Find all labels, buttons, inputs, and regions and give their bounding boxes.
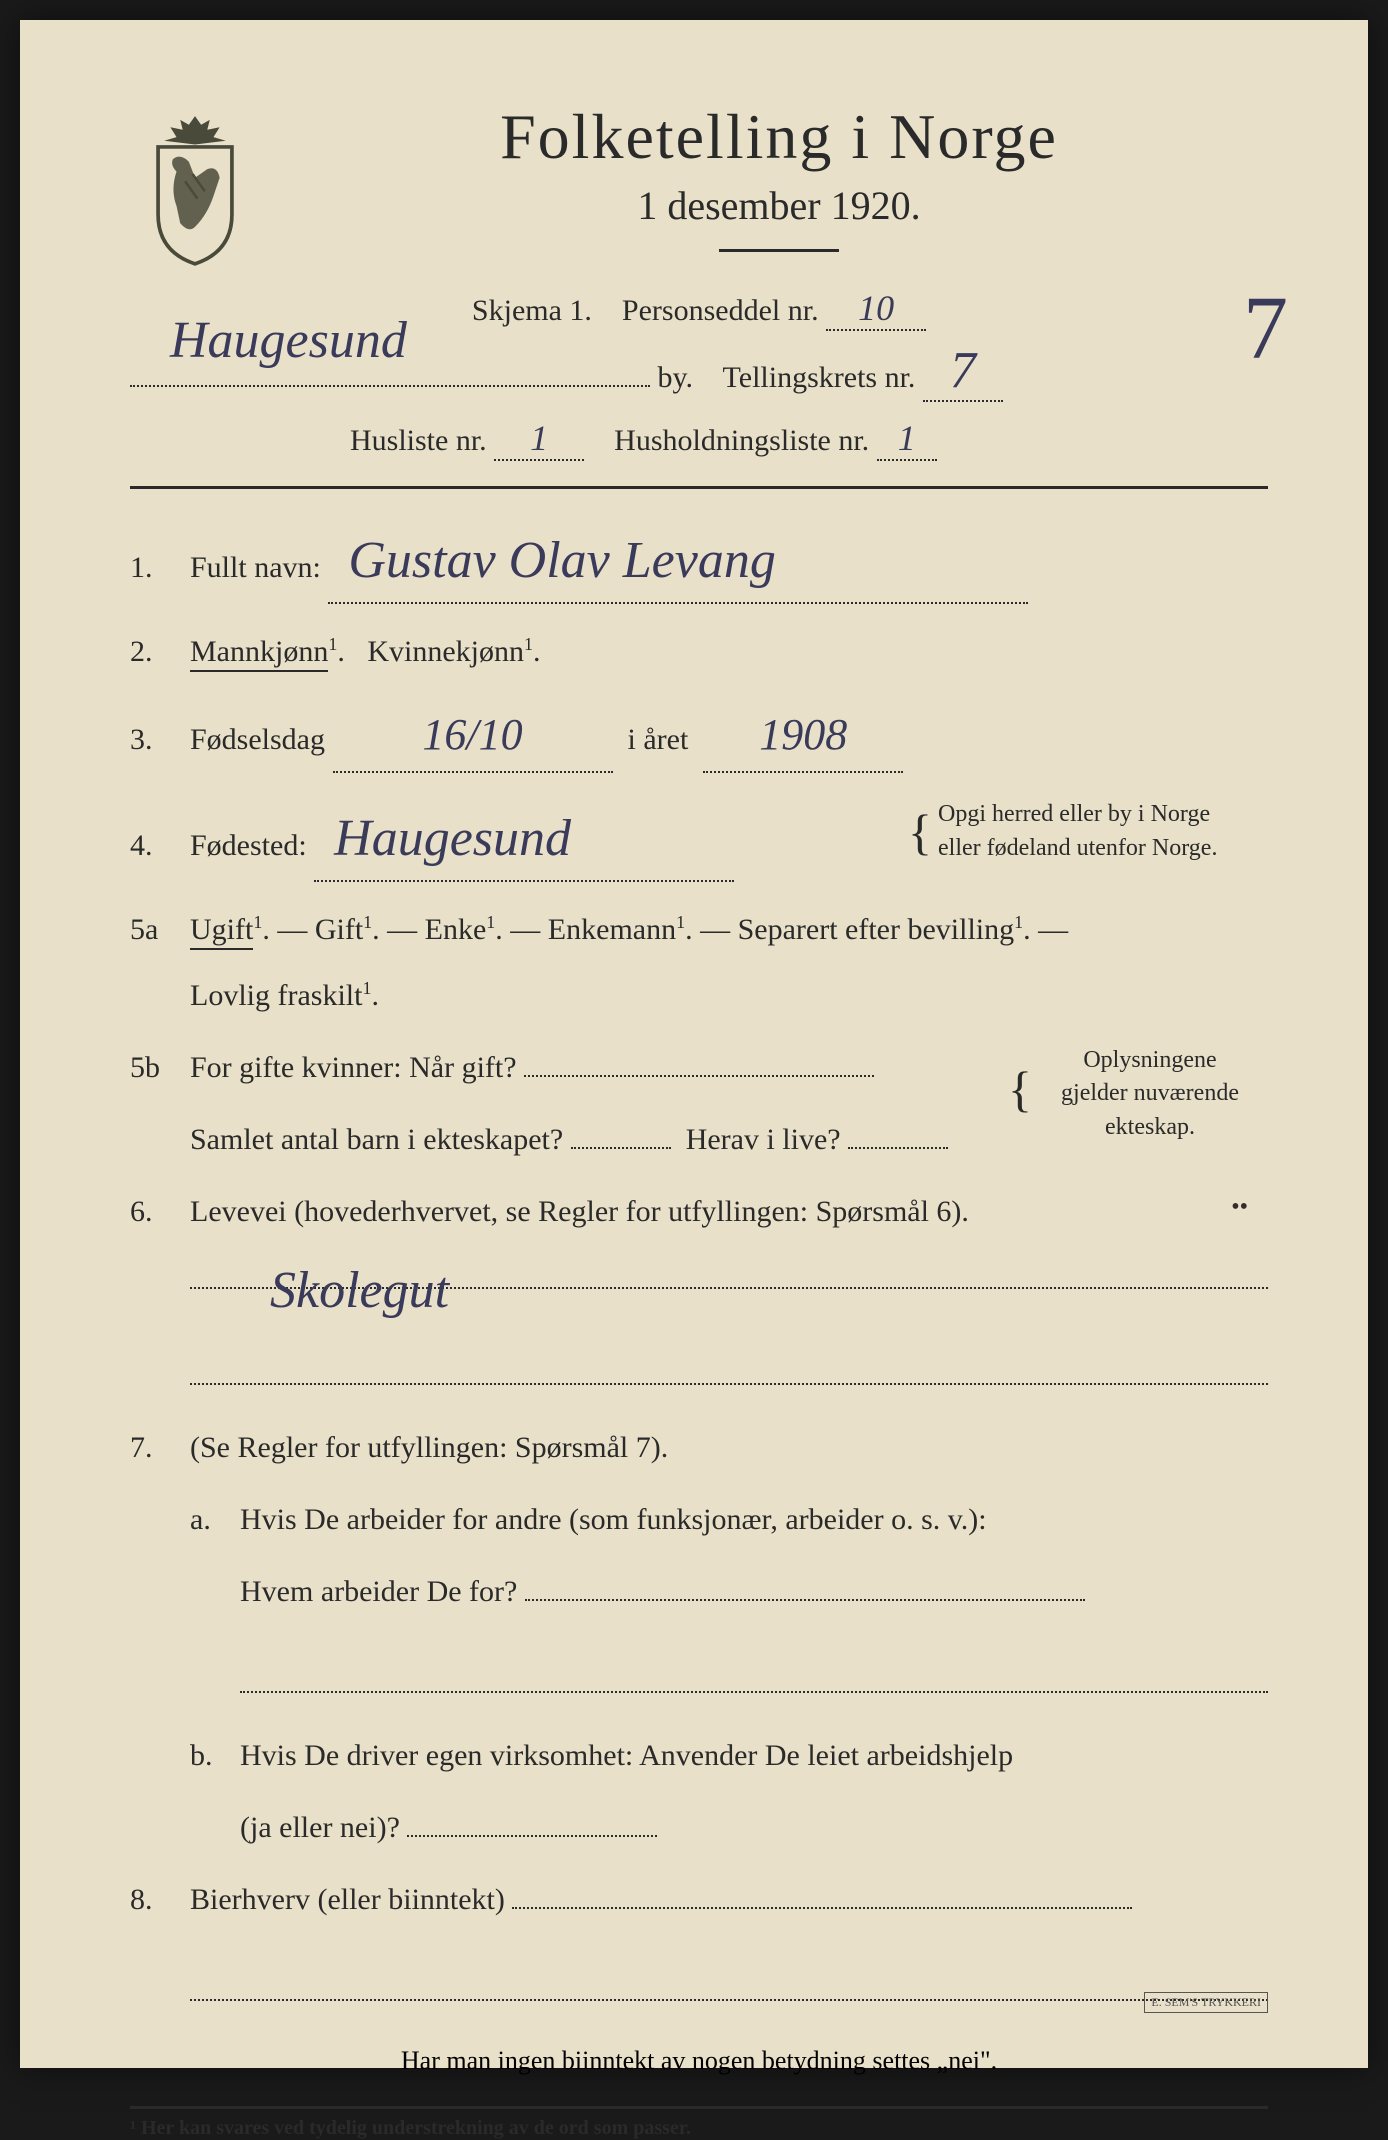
q5b-label3: Herav i live? bbox=[686, 1123, 841, 1156]
subtitle: 1 desember 1920. bbox=[290, 182, 1268, 229]
q1-label: Fullt navn: bbox=[190, 551, 321, 584]
q5b: 5b For gifte kvinner: Når gift? Samlet a… bbox=[130, 1044, 1268, 1164]
footnote: ¹ Her kan svares ved tydelig understrekn… bbox=[130, 2106, 1268, 2140]
margin-dots: •• bbox=[1231, 1188, 1248, 1226]
q2: 2. Mannkjønn1. Kvinnekjønn1. bbox=[130, 628, 1268, 676]
q7-num: 7. bbox=[130, 1431, 190, 1465]
tellingskrets-label: Tellingskrets nr. bbox=[723, 361, 916, 394]
footer-text: Har man ingen biinntekt av nogen betydni… bbox=[130, 2046, 1268, 2076]
tellingskrets-nr: 7 bbox=[923, 341, 1003, 402]
meta-husliste: Husliste nr. 1 Husholdningsliste nr. 1 bbox=[130, 417, 1268, 461]
form-label: Skjema 1. bbox=[472, 294, 592, 327]
q4-note2: eller fødeland utenfor Norge. bbox=[938, 832, 1217, 866]
husholdning-label: Husholdningsliste nr. bbox=[614, 424, 869, 457]
husliste-label: Husliste nr. bbox=[350, 424, 487, 457]
q6-value: Skolegut bbox=[270, 1249, 449, 1332]
q2-mann: Mannkjønn bbox=[190, 635, 328, 672]
q6: 6. Levevei (hovederhvervet, se Regler fo… bbox=[130, 1188, 1268, 1400]
q7a-text: Hvis De arbeider for andre (som funksjon… bbox=[240, 1503, 987, 1536]
q5b-note3: ekteskap. bbox=[1008, 1111, 1268, 1145]
q7a-num: a. bbox=[190, 1496, 240, 1708]
q7: 7. (Se Regler for utfyllingen: Spørsmål … bbox=[130, 1424, 1268, 1852]
husliste-nr: 1 bbox=[494, 417, 584, 461]
q8-num: 8. bbox=[130, 1883, 190, 1917]
q3-mid: i året bbox=[628, 723, 689, 756]
q1-num: 1. bbox=[130, 551, 190, 585]
q7b-num: b. bbox=[190, 1732, 240, 1852]
q3-num: 3. bbox=[130, 723, 190, 757]
q5a: 5a Ugift1. — Gift1. — Enke1. — Enkemann1… bbox=[130, 906, 1268, 1020]
q7a-text2: Hvem arbeider De for? bbox=[240, 1575, 517, 1608]
q6-num: 6. bbox=[130, 1195, 190, 1229]
q6-label: Levevei (hovederhvervet, se Regler for u… bbox=[190, 1195, 969, 1228]
by-label: by. bbox=[658, 361, 694, 394]
census-form-page: Folketelling i Norge 1 desember 1920. Sk… bbox=[20, 20, 1368, 2068]
q5b-num: 5b bbox=[130, 1051, 190, 1085]
q7-label: (Se Regler for utfyllingen: Spørsmål 7). bbox=[190, 1431, 668, 1464]
q7b-text2: (ja eller nei)? bbox=[240, 1811, 400, 1844]
q8: 8. Bierhverv (eller biinntekt) bbox=[130, 1876, 1268, 2016]
main-divider bbox=[130, 486, 1268, 489]
title-divider bbox=[719, 249, 839, 252]
q1: 1. Fullt navn: Gustav Olav Levang bbox=[130, 519, 1268, 604]
q5b-label2: Samlet antal barn i ekteskapet? bbox=[190, 1123, 563, 1156]
coat-of-arms-icon bbox=[130, 110, 260, 270]
title-block: Folketelling i Norge 1 desember 1920. bbox=[290, 100, 1268, 277]
q4-num: 4. bbox=[130, 829, 190, 863]
meta-city: Haugesund by. Tellingskrets nr. 7 bbox=[130, 341, 1268, 402]
main-title: Folketelling i Norge bbox=[290, 100, 1268, 174]
q3-year: 1908 bbox=[703, 700, 903, 772]
q7b-text: Hvis De driver egen virksomhet: Anvender… bbox=[240, 1739, 1013, 1772]
q3-label: Fødselsdag bbox=[190, 723, 325, 756]
q3: 3. Fødselsdag 16/10 i året 1908 bbox=[130, 700, 1268, 772]
q5b-note2: gjelder nuværende bbox=[1008, 1077, 1268, 1111]
q8-label: Bierhverv (eller biinntekt) bbox=[190, 1883, 505, 1916]
q4: 4. Fødested: Haugesund { Opgi herred ell… bbox=[130, 797, 1268, 882]
personseddel-nr: 10 bbox=[826, 287, 926, 331]
q5a-num: 5a bbox=[130, 913, 190, 947]
husholdning-nr: 1 bbox=[877, 417, 937, 461]
q4-value: Haugesund bbox=[314, 797, 734, 882]
q2-kvinne: Kvinnekjønn bbox=[367, 635, 524, 668]
q1-value: Gustav Olav Levang bbox=[328, 519, 1028, 604]
header: Folketelling i Norge 1 desember 1920. bbox=[130, 100, 1268, 277]
q2-num: 2. bbox=[130, 635, 190, 669]
q5b-note1: Oplysningene bbox=[1008, 1044, 1268, 1078]
q5a-line2: Lovlig fraskilt1. bbox=[190, 972, 1268, 1020]
personseddel-label: Personseddel nr. bbox=[622, 294, 819, 327]
q5b-label1: For gifte kvinner: Når gift? bbox=[190, 1051, 517, 1084]
q4-note1: Opgi herred eller by i Norge bbox=[938, 798, 1217, 832]
q5a-selected: Ugift bbox=[190, 913, 253, 950]
printer-mark: E. SEM'S TRYKKERI bbox=[1144, 1992, 1268, 2013]
footnote-text: ¹ Her kan svares ved tydelig understrekn… bbox=[130, 2117, 691, 2139]
q3-day: 16/10 bbox=[333, 700, 613, 772]
city-value: Haugesund bbox=[170, 311, 407, 370]
q4-label: Fødested: bbox=[190, 829, 307, 862]
